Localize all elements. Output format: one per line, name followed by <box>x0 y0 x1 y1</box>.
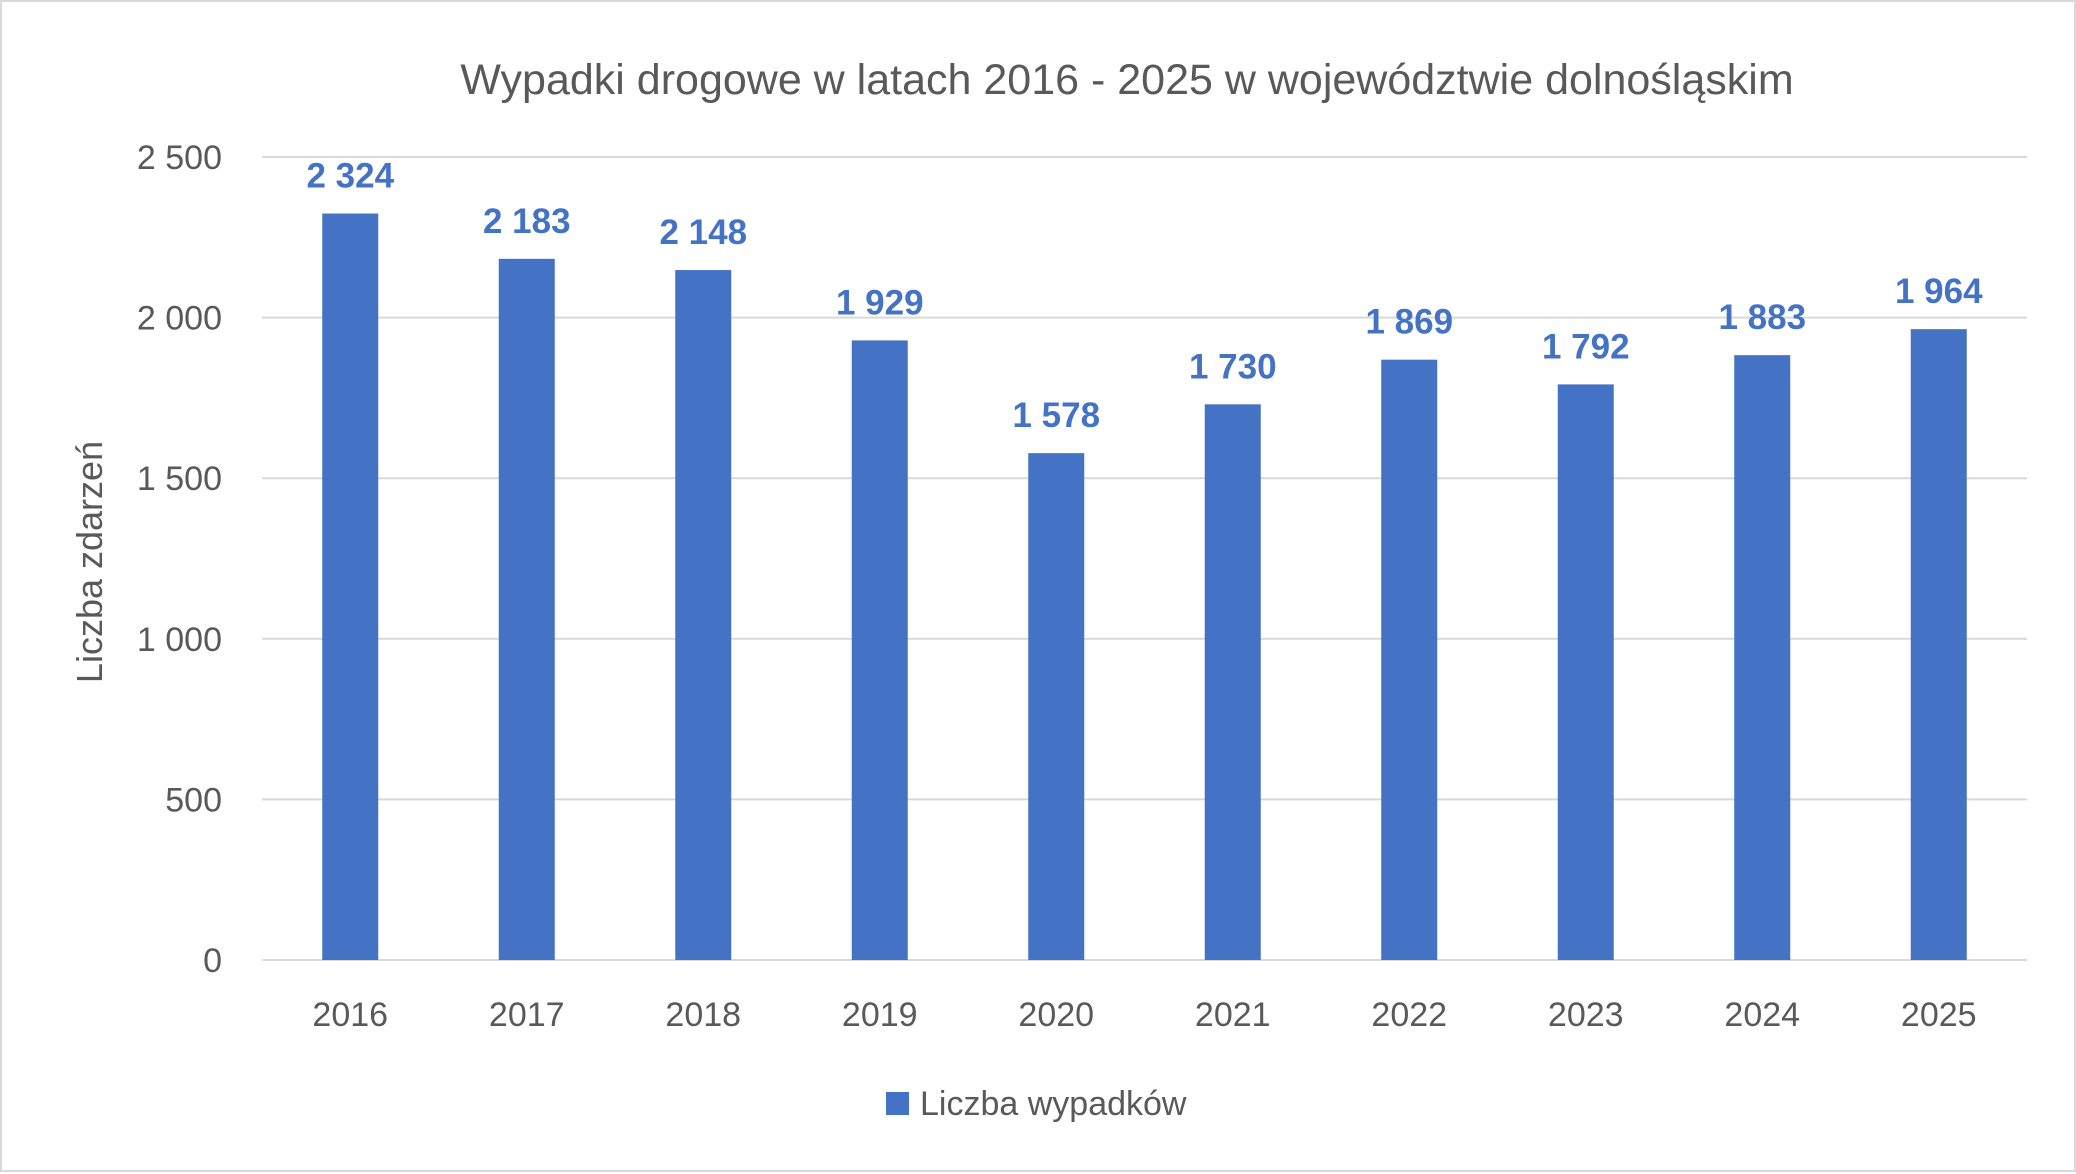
x-axis-ticks: 2016 2017 2018 2019 2020 2021 2022 2023 2024 2025 <box>312 996 1976 1034</box>
x-tick-label: 2018 <box>665 996 741 1034</box>
x-tick-label: 2022 <box>1371 996 1447 1034</box>
data-label: 1 964 <box>1895 272 1983 311</box>
y-tick-label: 1 500 <box>137 460 222 498</box>
bar <box>1028 453 1085 960</box>
legend-swatch <box>886 1092 909 1115</box>
data-label: 1 929 <box>836 283 924 322</box>
x-tick-label: 2021 <box>1195 996 1271 1034</box>
data-label: 1 883 <box>1718 298 1806 337</box>
bar <box>322 213 379 961</box>
legend-label: Liczba wypadków <box>920 1085 1187 1123</box>
bar <box>1734 355 1791 960</box>
x-tick-label: 2025 <box>1901 996 1977 1034</box>
y-tick-label: 1 000 <box>137 621 222 659</box>
data-label: 1 730 <box>1189 347 1277 386</box>
chart-title: Wypadki drogowe w latach 2016 - 2025 w w… <box>460 56 1793 104</box>
bar <box>1557 384 1614 960</box>
gridlines <box>262 156 2027 961</box>
x-tick-label: 2020 <box>1018 996 1094 1034</box>
data-label: 1 869 <box>1365 303 1453 342</box>
data-label: 2 183 <box>483 202 571 241</box>
bars <box>322 213 1967 961</box>
bar <box>1910 329 1967 960</box>
y-tick-label: 500 <box>165 781 222 819</box>
data-label: 1 578 <box>1012 396 1100 435</box>
bar <box>851 340 908 960</box>
x-tick-label: 2019 <box>842 996 918 1034</box>
legend: Liczba wypadków <box>886 1085 1187 1123</box>
y-tick-label: 0 <box>203 942 222 980</box>
data-label: 1 792 <box>1542 327 1630 366</box>
bar <box>675 270 732 961</box>
x-tick-label: 2023 <box>1548 996 1624 1034</box>
y-axis-title: Liczba zdarzeń <box>69 441 110 683</box>
bar <box>1204 404 1261 961</box>
data-label: 2 148 <box>659 213 747 252</box>
bar <box>498 258 555 960</box>
x-tick-label: 2016 <box>312 996 388 1034</box>
x-tick-label: 2017 <box>489 996 565 1034</box>
x-tick-label: 2024 <box>1724 996 1800 1034</box>
bar <box>1381 359 1438 960</box>
y-axis-ticks: 0 500 1 000 1 500 2 000 2 500 <box>137 139 222 980</box>
data-labels: 2 324 2 183 2 148 1 929 1 578 1 730 1 869 1 792… <box>306 157 1983 436</box>
data-label: 2 324 <box>306 157 394 196</box>
y-tick-label: 2 500 <box>137 139 222 177</box>
y-tick-label: 2 000 <box>137 300 222 338</box>
